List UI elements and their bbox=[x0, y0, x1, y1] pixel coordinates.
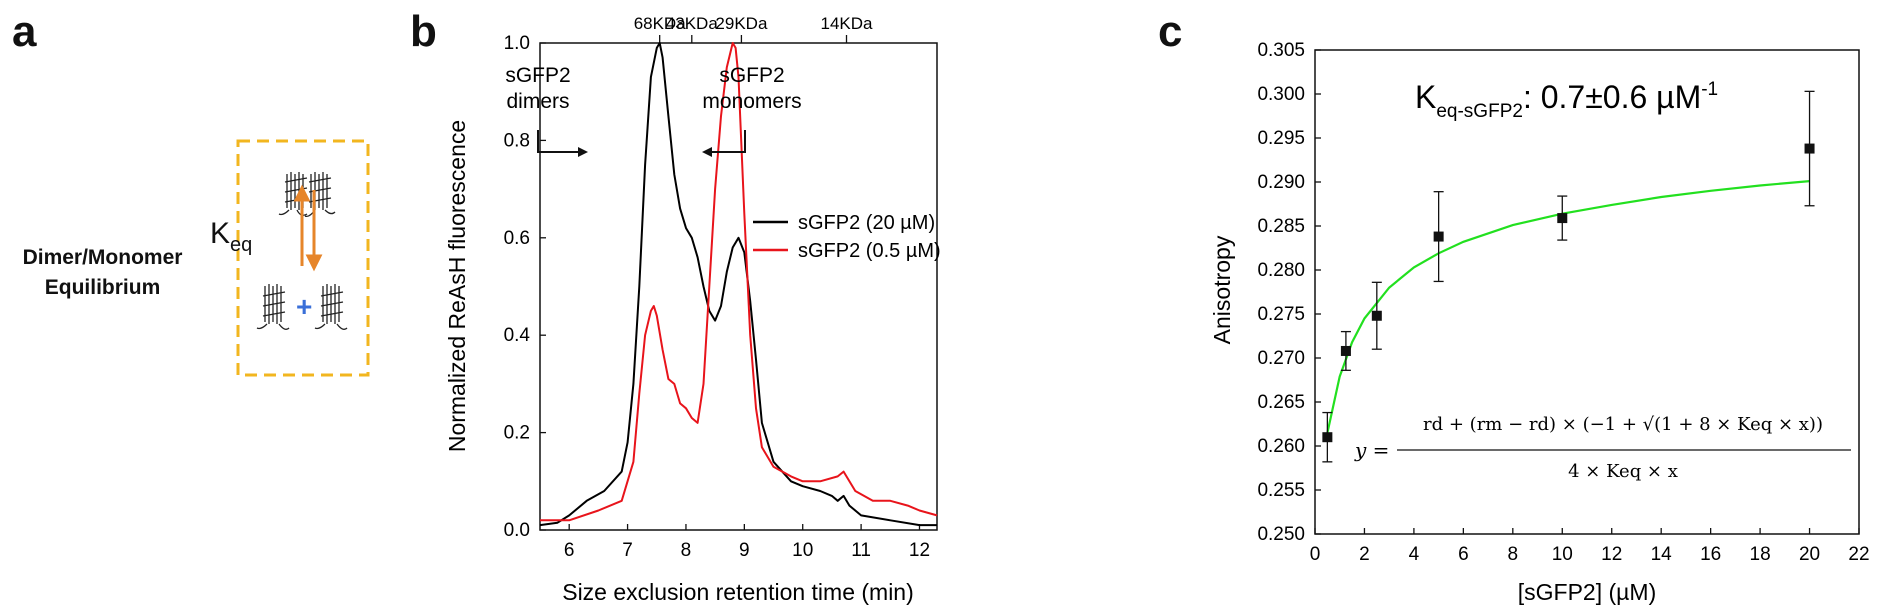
equilibrium-caption: Dimer/Monomer Equilibrium bbox=[0, 243, 205, 303]
series-line-0 bbox=[539, 42, 937, 527]
anisotropy-chart: 0 2 4 6 8 10 12 14 16 18 20 22 0.250 0.255 0.260 0.265 0… bbox=[1209, 40, 1870, 605]
dimers-annotation-line1: sGFP2 bbox=[505, 64, 570, 87]
mw-marker-label: 14KDa bbox=[821, 14, 874, 33]
x-tick-label: 9 bbox=[739, 540, 750, 561]
y-tick-label: 0.8 bbox=[504, 130, 530, 151]
x-tick-label: 2 bbox=[1359, 544, 1370, 565]
formula-numerator: rd + (rm − rd) × (−1 + √(1 + 8 × Keq × x… bbox=[1423, 414, 1823, 435]
mw-marker-label: 29KDa bbox=[715, 14, 768, 33]
data-point bbox=[1322, 432, 1333, 443]
y-tick-label: 0.300 bbox=[1257, 84, 1305, 105]
y-tick-label: 0.4 bbox=[504, 325, 531, 346]
keq-value-label: Keq-sGFP2: 0.7±0.6 µM-1 bbox=[1415, 79, 1718, 122]
legend-label-20uM: sGFP2 (20 µM) bbox=[798, 212, 935, 234]
y-tick-label: 0.295 bbox=[1257, 128, 1305, 149]
y-tick-label: 0.0 bbox=[504, 520, 530, 541]
y-tick-label: 0.250 bbox=[1257, 524, 1305, 545]
equilibrium-caption-line1: Dimer/Monomer bbox=[22, 246, 183, 269]
equilibrium-arrows-icon bbox=[293, 184, 323, 272]
x-tick-label: 7 bbox=[622, 540, 633, 561]
formula-denominator: 4 × Keq × x bbox=[1568, 461, 1678, 482]
fit-formula: y = rd + (rm − rd) × (−1 + √(1 + 8 × Keq… bbox=[1354, 414, 1851, 482]
y-tick-label: 0.255 bbox=[1257, 480, 1305, 501]
data-point bbox=[1433, 231, 1444, 242]
y-tick-label: 0.285 bbox=[1257, 216, 1305, 237]
chart-b-xlabel: Size exclusion retention time (min) bbox=[562, 579, 914, 605]
x-tick-label: 20 bbox=[1799, 544, 1820, 565]
y-tick-label: 0.275 bbox=[1257, 304, 1305, 325]
x-tick-label: 10 bbox=[792, 540, 813, 561]
y-tick-label: 0.260 bbox=[1257, 436, 1305, 457]
formula-lhs: y = bbox=[1354, 438, 1389, 462]
y-tick-label: 1.0 bbox=[504, 33, 530, 54]
x-tick-label: 22 bbox=[1848, 544, 1869, 565]
fit-curve bbox=[1326, 180, 1810, 434]
data-point bbox=[1340, 345, 1351, 356]
x-tick-label: 4 bbox=[1409, 544, 1420, 565]
monomers-annotation-line1: sGFP2 bbox=[719, 64, 784, 87]
dimer-protein-icon bbox=[278, 172, 336, 218]
x-tick-label: 8 bbox=[1508, 544, 1519, 565]
panel-label-b: b bbox=[410, 7, 437, 56]
sec-chromatogram-chart: 6 7 8 9 10 11 12 0.0 0.2 0.4 0.6 0.8 1.0 68KDa43KDa2… bbox=[444, 14, 941, 605]
monomers-annotation-line2: monomers bbox=[702, 90, 801, 113]
monomers-arrowhead bbox=[702, 147, 712, 157]
x-tick-label: 6 bbox=[564, 540, 575, 561]
keq-label: Keq bbox=[210, 217, 252, 256]
plus-sign: + bbox=[296, 291, 312, 322]
panel-label-c: c bbox=[1158, 7, 1183, 56]
y-tick-label: 0.305 bbox=[1257, 40, 1305, 61]
y-tick-label: 0.280 bbox=[1257, 260, 1305, 281]
monomers-annotation-arrow bbox=[712, 130, 746, 153]
x-tick-label: 8 bbox=[681, 540, 692, 561]
y-tick-label: 0.265 bbox=[1257, 392, 1305, 413]
chart-b-ylabel: Normalized ReAsH fluorescence bbox=[444, 120, 470, 452]
data-point bbox=[1804, 143, 1815, 154]
chart-c-ylabel: Anisotropy bbox=[1209, 235, 1235, 344]
mw-marker-label: 43KDa bbox=[666, 14, 719, 33]
x-tick-label: 10 bbox=[1552, 544, 1573, 565]
x-tick-label: 6 bbox=[1458, 544, 1469, 565]
equilibrium-box bbox=[236, 139, 370, 377]
chart-c-frame bbox=[1314, 49, 1860, 535]
chart-b-legend: sGFP2 (20 µM) sGFP2 (0.5 µM) bbox=[753, 212, 941, 262]
x-tick-label: 12 bbox=[1601, 544, 1622, 565]
legend-label-05uM: sGFP2 (0.5 µM) bbox=[798, 240, 941, 262]
series-line-1 bbox=[540, 42, 938, 522]
data-point bbox=[1557, 213, 1568, 224]
x-tick-label: 18 bbox=[1750, 544, 1771, 565]
equilibrium-caption-line2: Equilibrium bbox=[44, 276, 161, 299]
x-tick-label: 0 bbox=[1310, 544, 1321, 565]
x-tick-label: 12 bbox=[909, 540, 930, 561]
monomer-protein-icon-2 bbox=[314, 284, 348, 330]
y-tick-label: 0.6 bbox=[504, 228, 530, 249]
dimers-annotation-arrow bbox=[537, 130, 578, 153]
data-point bbox=[1371, 310, 1382, 321]
dimers-arrowhead bbox=[578, 147, 588, 157]
chart-c-xlabel: [sGFP2] (µM) bbox=[1518, 579, 1656, 605]
chart-b-frame bbox=[539, 42, 938, 531]
y-tick-label: 0.2 bbox=[504, 423, 530, 444]
mw-marker-label: 68KDa bbox=[634, 14, 687, 33]
x-tick-label: 14 bbox=[1651, 544, 1673, 565]
equilibrium-schematic: Keq + bbox=[210, 139, 370, 377]
y-tick-label: 0.290 bbox=[1257, 172, 1305, 193]
x-tick-label: 16 bbox=[1700, 544, 1721, 565]
monomer-protein-icon bbox=[256, 284, 290, 330]
x-tick-label: 11 bbox=[851, 540, 871, 561]
dimers-annotation-line2: dimers bbox=[506, 90, 569, 113]
panel-label-a: a bbox=[12, 7, 37, 56]
y-tick-label: 0.270 bbox=[1257, 348, 1305, 369]
